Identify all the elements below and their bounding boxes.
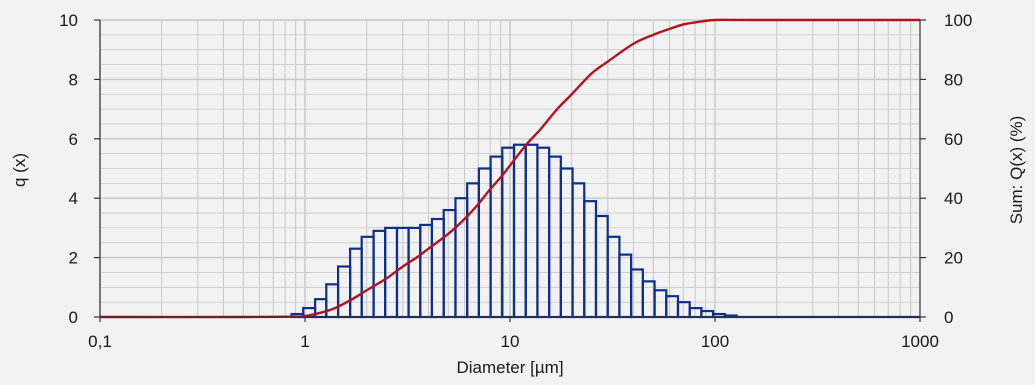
histogram-bar bbox=[630, 268, 644, 319]
grid-layer bbox=[99, 19, 920, 318]
y-tick-label: 8 bbox=[69, 70, 78, 89]
cumulative-curve bbox=[99, 18, 920, 319]
histogram-bar bbox=[536, 146, 551, 319]
y2-tick-label: 0 bbox=[944, 308, 953, 327]
histogram-bar bbox=[442, 208, 457, 319]
y-tick-label: 2 bbox=[69, 249, 78, 268]
y2-tick-label: 80 bbox=[944, 70, 963, 89]
histogram-bar bbox=[512, 143, 527, 319]
y-tick-label: 0 bbox=[69, 308, 78, 327]
histogram-bar bbox=[676, 301, 691, 319]
x-tick-label: 0,1 bbox=[88, 332, 112, 351]
histogram-bar bbox=[372, 229, 387, 319]
histogram-bar bbox=[419, 223, 434, 319]
histogram-bar bbox=[548, 155, 562, 319]
histogram-bar bbox=[360, 235, 375, 319]
histogram-bar bbox=[571, 182, 586, 319]
histogram-bar bbox=[606, 235, 621, 319]
histogram-bar bbox=[325, 283, 340, 319]
y2-tick-label: 100 bbox=[944, 11, 972, 30]
histogram-bar bbox=[349, 247, 363, 319]
x-tick-label: 1 bbox=[300, 332, 309, 351]
y-tick-label: 4 bbox=[69, 189, 78, 208]
histogram-bar bbox=[618, 253, 633, 319]
y-tick-label: 10 bbox=[59, 11, 78, 30]
histogram-bar bbox=[665, 295, 680, 319]
secondary-y-axis-label: Sum: Q(x) (%) bbox=[1007, 116, 1026, 225]
y2-tick-label: 60 bbox=[944, 130, 963, 149]
cumulative-curve-layer bbox=[99, 18, 920, 319]
x-tick-label: 1000 bbox=[901, 332, 939, 351]
y-axis-label: q (x) bbox=[10, 153, 29, 187]
y-tick-label: 6 bbox=[69, 130, 78, 149]
x-tick-label: 100 bbox=[701, 332, 729, 351]
histogram-bar bbox=[583, 200, 598, 319]
histogram-bars bbox=[290, 143, 920, 319]
histogram-bar bbox=[524, 143, 539, 319]
histogram-bar bbox=[653, 289, 668, 319]
histogram-bar bbox=[700, 309, 715, 319]
y2-tick-label: 20 bbox=[944, 249, 963, 268]
histogram-bar bbox=[336, 265, 352, 319]
x-axis-label: Diameter [µm] bbox=[456, 358, 563, 377]
y2-tick-label: 40 bbox=[944, 189, 963, 208]
x-tick-label: 10 bbox=[501, 332, 520, 351]
histogram-bar bbox=[466, 182, 480, 319]
